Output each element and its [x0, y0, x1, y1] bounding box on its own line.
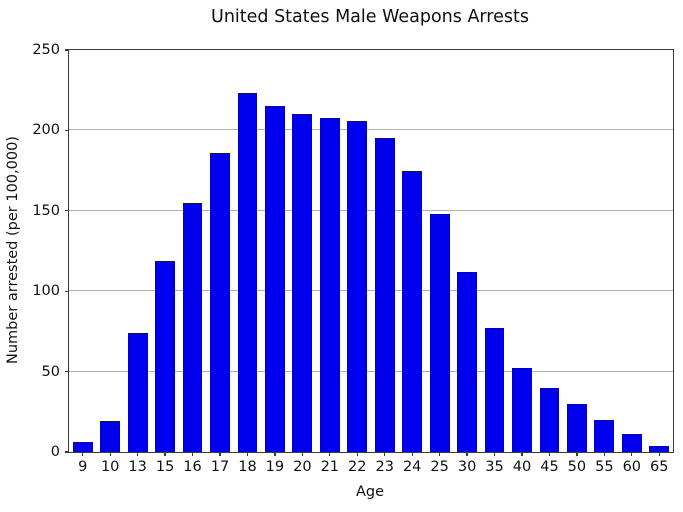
x-tick-label-25: 25: [430, 459, 449, 475]
x-axis-label: Age: [355, 484, 385, 500]
x-tick-mark-20: [301, 452, 303, 456]
bar-age-60: [621, 434, 642, 452]
x-tick-mark-17: [219, 452, 221, 456]
bar-age-50: [567, 403, 587, 452]
x-tick-label-9: 9: [78, 459, 88, 475]
x-tick-mark-15: [164, 452, 166, 456]
x-tick-mark-9: [82, 452, 84, 456]
x-tick-mark-35: [493, 452, 496, 456]
x-tick-mark-45: [548, 452, 551, 456]
gridline-y-150: [69, 209, 673, 211]
x-tick-label-18: 18: [238, 459, 257, 475]
bar-age-45: [539, 387, 560, 452]
y-tick-label-200: 200: [32, 122, 60, 139]
x-tick-mark-24: [411, 452, 413, 456]
x-tick-label-30: 30: [457, 459, 477, 475]
plot-area: 0 50 100 150 200 250 9 10 13 15 16 17 18 19 20 21 22 23 24…: [32, 42, 674, 475]
bar-age-55: [594, 419, 615, 452]
y-tick-label-250: 250: [32, 42, 60, 58]
x-tick-mark-55: [603, 452, 605, 456]
x-tick-mark-16: [191, 452, 194, 456]
bar-age-65: [649, 445, 670, 452]
y-tick-mark-250: [65, 49, 69, 51]
bar-age-19: [265, 106, 285, 452]
y-tick-mark-100: [65, 290, 69, 292]
x-tick-label-22: 22: [348, 459, 367, 475]
x-tick-label-20: 20: [293, 459, 312, 475]
x-tick-mark-25: [438, 452, 441, 456]
y-tick-label-150: 150: [32, 202, 60, 219]
y-tick-mark-0: [65, 451, 69, 453]
x-tick-label-55: 55: [595, 459, 614, 475]
x-tick-label-45: 45: [540, 459, 559, 475]
bar-age-25: [429, 214, 450, 452]
bar-age-17: [210, 152, 230, 452]
bar-age-23: [374, 138, 395, 452]
x-tick-label-40: 40: [512, 459, 532, 475]
x-tick-mark-13: [136, 452, 139, 456]
gridline-y-50: [69, 370, 673, 372]
bar-age-18: [237, 93, 258, 452]
x-tick-label-17: 17: [210, 459, 230, 475]
bar-age-13: [127, 333, 148, 452]
x-tick-mark-65: [658, 452, 660, 456]
x-tick-label-19: 19: [265, 459, 285, 475]
x-tick-label-23: 23: [375, 459, 394, 475]
x-tick-label-10: 10: [100, 459, 120, 475]
y-tick-mark-50: [65, 370, 69, 373]
bar-age-9: [72, 442, 93, 452]
bar-age-16: [182, 202, 203, 452]
x-tick-label-15: 15: [155, 459, 175, 475]
y-tick-label-50: 50: [41, 363, 60, 380]
chart-title: United States Male Weapons Arrests: [211, 7, 529, 27]
y-tick-mark-150: [65, 210, 69, 212]
y-axis-label: Number arrested (per 100,000): [5, 136, 21, 364]
gridline-y-100: [69, 290, 673, 292]
x-tick-label-24: 24: [402, 459, 422, 475]
gridline-y-200: [69, 129, 673, 131]
x-tick-label-13: 13: [128, 459, 147, 475]
bar-age-15: [155, 260, 175, 452]
x-tick-mark-30: [466, 452, 468, 456]
x-tick-mark-21: [329, 452, 331, 456]
y-tick-label-0: 0: [50, 444, 60, 460]
bar-age-21: [319, 117, 340, 452]
x-tick-mark-50: [576, 452, 578, 456]
x-tick-label-35: 35: [485, 459, 504, 475]
bar-age-22: [347, 120, 368, 452]
bar-age-35: [484, 328, 505, 452]
x-tick-mark-10: [109, 452, 111, 456]
x-tick-mark-23: [384, 452, 386, 456]
x-tick-mark-19: [274, 452, 276, 456]
x-tick-mark-22: [356, 452, 358, 456]
bar-age-20: [292, 114, 313, 452]
x-tick-label-65: 65: [650, 459, 669, 475]
x-tick-mark-60: [631, 452, 633, 456]
x-tick-label-60: 60: [622, 459, 642, 475]
y-tick-mark-200: [65, 129, 69, 132]
bar-age-40: [512, 368, 532, 452]
bar-age-30: [457, 271, 477, 452]
x-tick-label-21: 21: [320, 459, 340, 475]
bar-age-24: [402, 170, 423, 452]
y-tick-label-100: 100: [32, 283, 60, 300]
bar-age-10: [100, 421, 121, 452]
x-tick-label-16: 16: [183, 459, 202, 475]
x-tick-mark-18: [246, 452, 249, 456]
x-tick-mark-40: [521, 452, 523, 456]
x-tick-label-50: 50: [567, 459, 587, 475]
